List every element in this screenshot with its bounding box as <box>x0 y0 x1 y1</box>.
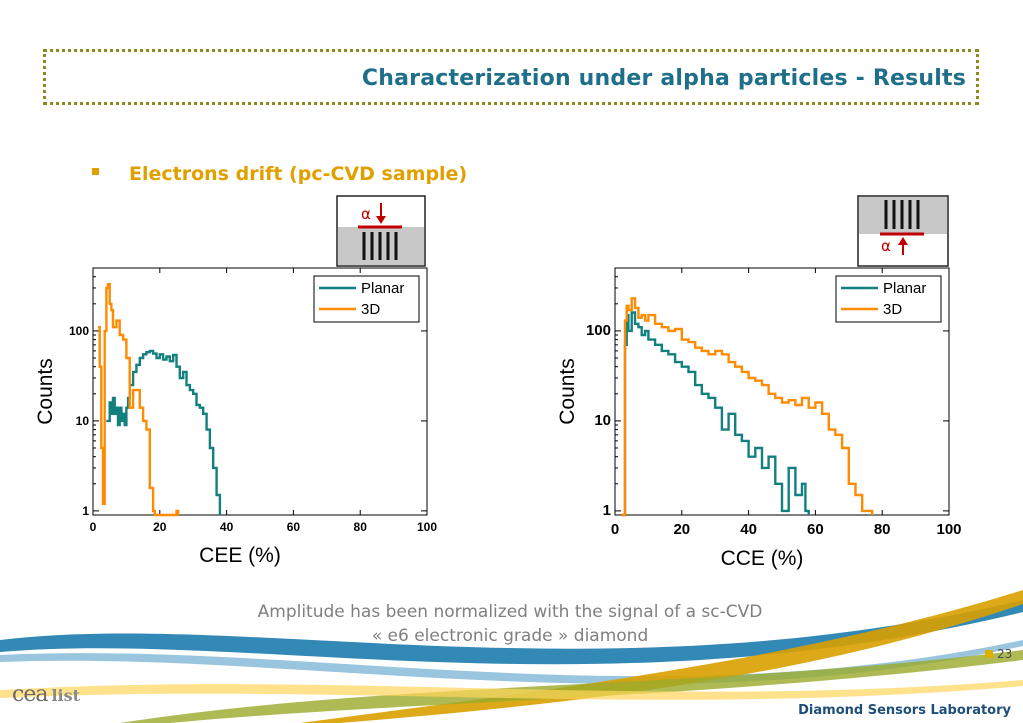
chart0-ytick-label: 100 <box>69 324 89 338</box>
inset-right-alpha: α <box>881 237 891 255</box>
chart1-frame <box>614 267 950 516</box>
cea-list-logo: cea list <box>12 682 80 707</box>
inset-right-arrow-head <box>898 237 908 245</box>
lab-name: Diamond Sensors Laboratory <box>798 703 1011 718</box>
chart0-xtick-label: 60 <box>287 520 301 534</box>
chart1-series-3d <box>621 297 874 517</box>
page-title: Characterization under alpha particles -… <box>361 66 966 91</box>
chart1-xtick-label: 0 <box>611 521 619 538</box>
chart0-legend-label: Planar <box>361 280 404 297</box>
chart1-xtick-label: 40 <box>740 521 757 538</box>
chart0-series-planar <box>106 349 222 515</box>
logo-list: list <box>51 686 81 705</box>
title-box: Characterization under alpha particles -… <box>43 49 979 105</box>
chart0-ytick-label: 1 <box>82 504 89 518</box>
caption: Amplitude has been normalized with the s… <box>180 600 840 648</box>
chart0-xtick-label: 20 <box>153 520 167 534</box>
chart1-xtick-label: 100 <box>936 521 961 538</box>
inset-left-arrow-head <box>376 216 386 224</box>
chart0-ytick-label: 10 <box>76 414 90 428</box>
chart1-ylabel: Counts <box>556 358 579 425</box>
chart0-xtick-label: 40 <box>220 520 234 534</box>
chart0-ylabel: Counts <box>34 358 57 425</box>
chart1-ytick-label: 100 <box>586 322 611 339</box>
chart0-legend-label: 3D <box>361 301 380 318</box>
chart1-xtick-label: 60 <box>807 521 824 538</box>
inset-right-diagram: α <box>857 195 949 267</box>
chart1-xtick-label: 20 <box>673 521 690 538</box>
caption-line-1: Amplitude has been normalized with the s… <box>257 602 763 622</box>
chart1-series-planar <box>621 311 810 517</box>
chart1-ytick-label: 1 <box>603 502 611 519</box>
chart0-series-3d <box>98 283 180 517</box>
inset-right-electrodes <box>884 200 920 229</box>
bullet-text: Electrons drift (pc-CVD sample) <box>129 163 468 185</box>
chart1-legend-label: Planar <box>883 280 926 297</box>
page-number: 23 <box>985 647 1012 661</box>
bullet-item: Electrons drift (pc-CVD sample) <box>92 163 467 185</box>
chart0-xtick-label: 100 <box>417 520 437 534</box>
chart0-xlabel: CEE (%) <box>199 544 281 567</box>
chart1-legend <box>835 275 942 323</box>
decorative-swooshes <box>0 590 1023 723</box>
logo-cea: cea <box>12 682 48 707</box>
caption-line-2: « e6 electronic grade » diamond <box>371 626 649 646</box>
chart1-legend-label: 3D <box>883 301 902 318</box>
chart1-ytick-label: 10 <box>594 412 611 429</box>
chart1-xtick-label: 80 <box>874 521 891 538</box>
page-number-text: 23 <box>997 647 1013 661</box>
chart0-legend <box>313 275 420 323</box>
chart0-xtick-label: 80 <box>354 520 368 534</box>
chart0-frame <box>92 267 428 516</box>
inset-left-diagram: α <box>336 195 426 267</box>
chart0-xtick-label: 0 <box>90 520 97 534</box>
inset-left-alpha: α <box>361 205 371 223</box>
bullet-square-icon <box>92 168 99 175</box>
chart1-xlabel: CCE (%) <box>721 547 804 570</box>
inset-left-electrodes <box>362 232 398 260</box>
page-square-icon <box>985 650 993 658</box>
